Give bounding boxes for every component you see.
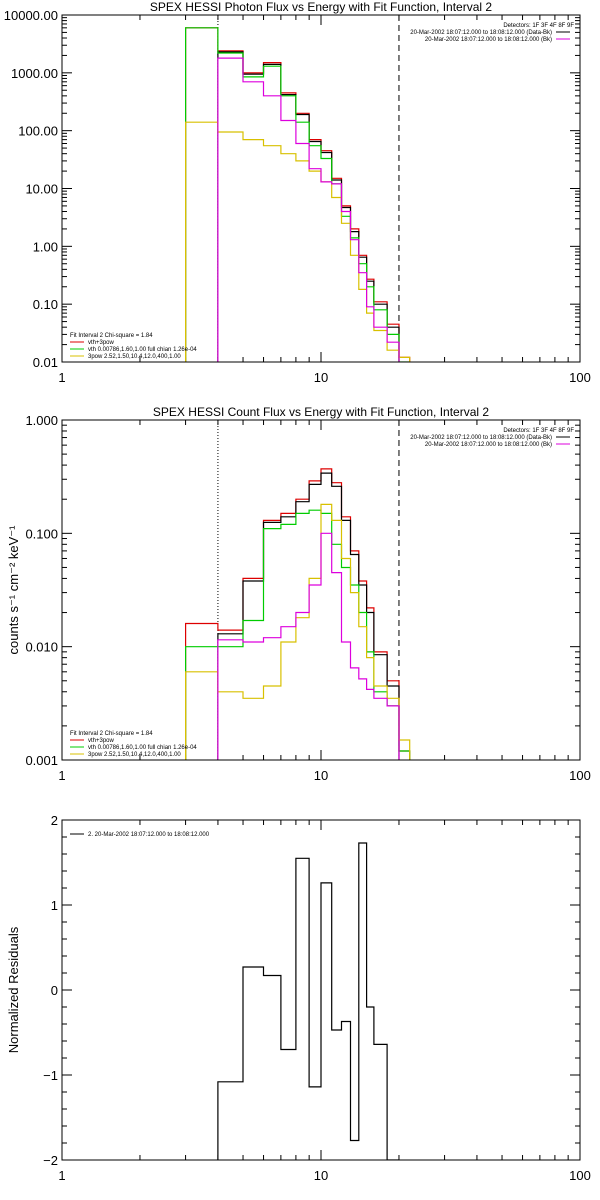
series-step-line-4	[217, 57, 400, 362]
chart-panel: Normalized Residuals 1 10 100 −2 −1 0 1 2 2. 20-M…	[6, 813, 591, 1183]
y-tick-label: −1	[43, 1068, 58, 1083]
legend-text: vth 0.00786,1.60,1.00 full chian 1.26e-0…	[88, 347, 197, 353]
chart-title: SPEX HESSI Count Flux vs Energy with Fit…	[153, 405, 489, 419]
x-tick-label: 1	[58, 768, 65, 783]
y-tick-label: 1000.00	[11, 66, 58, 81]
info-text: 20-Mar-2002 18:07:12.000 to 18:08:12.000…	[425, 37, 552, 43]
series-step-line-3	[185, 121, 411, 362]
x-tick-label: 100	[569, 1168, 591, 1183]
series-group	[185, 468, 411, 760]
series-step-line-0	[217, 842, 399, 1160]
y-tick-label: 1	[51, 898, 58, 913]
series-step-line-2	[185, 27, 410, 362]
x-tick-label: 10	[314, 1168, 328, 1183]
series-step-line-3	[185, 503, 411, 760]
info-text: 20-Mar-2002 18:07:12.000 to 18:08:12.000…	[425, 442, 552, 448]
y-tick-label: 10000.00	[4, 8, 58, 23]
x-tick-label: 1	[58, 1168, 65, 1183]
legend-text: Fit Interval 2 Chi-square = 1.84	[70, 333, 153, 339]
series-step-line-0	[185, 468, 411, 760]
series-step-line-0	[185, 27, 411, 362]
series-step-line-4	[217, 532, 400, 760]
info-text: Detectors: 1F 3F 4F 8F 9F	[503, 428, 574, 434]
plot-frame	[61, 419, 581, 761]
y-tick-label: 0.10	[33, 297, 58, 312]
y-axis-label: counts s⁻¹ cm⁻² keV⁻¹	[6, 525, 21, 655]
y-tick-label: 0.010	[25, 640, 58, 655]
x-tick-label: 10	[314, 370, 328, 385]
y-tick-label: 0.100	[25, 526, 58, 541]
legend-text: Fit Interval 2 Chi-square = 1.84	[70, 731, 153, 737]
y-tick-label: 2	[51, 813, 58, 828]
series-group	[217, 842, 399, 1160]
x-tick-label: 10	[314, 768, 328, 783]
y-tick-label: 1.000	[25, 413, 58, 428]
x-tick-label: 1	[58, 370, 65, 385]
chart-title: SPEX HESSI Photon Flux vs Energy with Fi…	[150, 0, 492, 14]
chart-panel: SPEX HESSI Count Flux vs Energy with Fit…	[6, 405, 591, 783]
y-tick-label: 0.01	[33, 355, 58, 370]
info-text: Detectors: 1F 3F 4F 8F 9F	[503, 23, 574, 29]
chart-panel: SPEX HESSI Photon Flux vs Energy with Fi…	[4, 0, 591, 385]
legend-text: 2. 20-Mar-2002 18:07:12.000 to 18:08:12.…	[88, 832, 210, 838]
legend-text: 3pow 2.52,1.50,10.4,12.0,400,1.00	[88, 752, 181, 758]
y-tick-label: 0.001	[25, 753, 58, 768]
plot-frame	[61, 819, 581, 1161]
x-tick-label: 100	[569, 768, 591, 783]
y-axis-label: Normalized Residuals	[6, 926, 21, 1053]
y-tick-label: 0	[51, 983, 58, 998]
info-text: 20-Mar-2002 18:07:12.000 to 18:08:12.000…	[410, 30, 552, 36]
y-tick-label: 1.00	[33, 239, 58, 254]
series-step-line-1	[217, 472, 400, 760]
legend-text: vth+3pow	[88, 340, 115, 346]
legend-text: vth+3pow	[88, 738, 115, 744]
legend-text: 3pow 2.52,1.50,10.4,12.0,400,1.00	[88, 354, 181, 360]
x-tick-label: 100	[569, 370, 591, 385]
y-tick-label: 100.00	[18, 124, 58, 139]
y-tick-label: −2	[43, 1153, 58, 1168]
plot-frame	[61, 14, 581, 363]
y-tick-label: 10.00	[25, 182, 58, 197]
info-text: 20-Mar-2002 18:07:12.000 to 18:08:12.000…	[410, 435, 552, 441]
series-step-line-1	[217, 51, 400, 362]
series-step-line-2	[185, 509, 411, 760]
series-group	[185, 27, 411, 362]
legend-text: vth 0.00786,1.60,1.00 full chian 1.26e-0…	[88, 745, 197, 751]
